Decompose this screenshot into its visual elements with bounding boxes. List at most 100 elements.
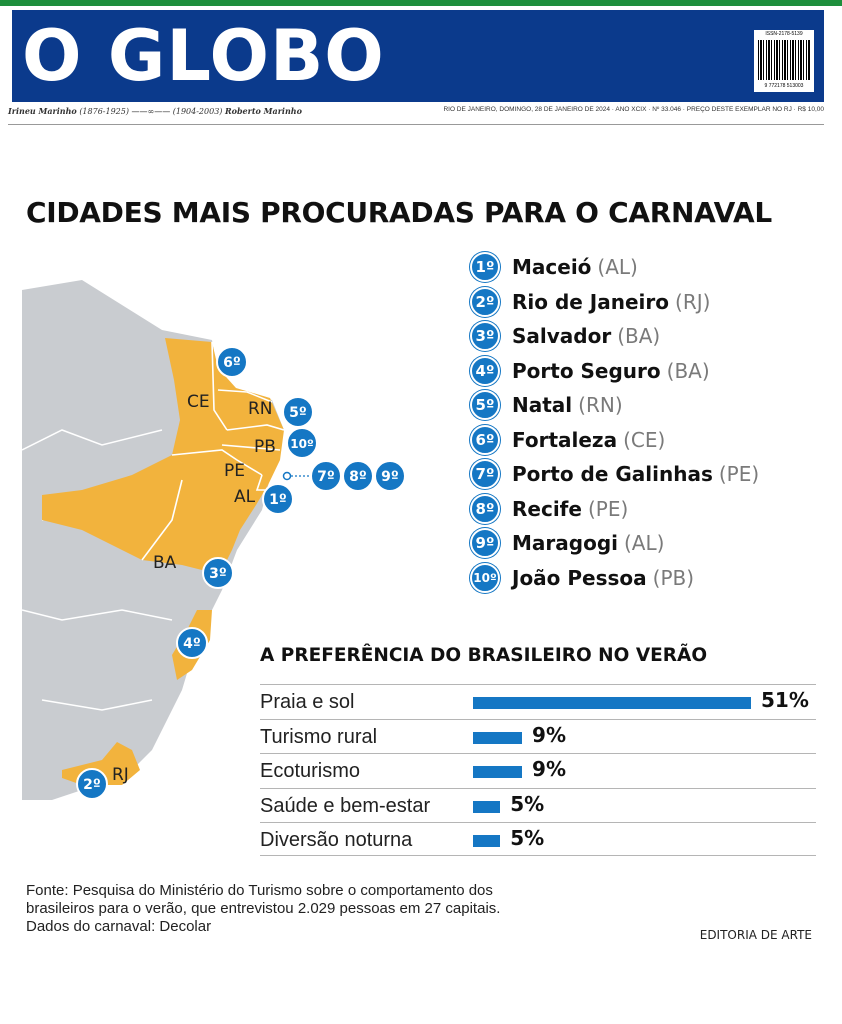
rank-state: (AL): [624, 531, 665, 555]
list-item: 4º Porto Seguro (BA): [470, 355, 710, 386]
source-line: brasileiros para o verão, que entrevisto…: [26, 900, 501, 917]
bar: [473, 835, 501, 847]
rank-state: (PE): [718, 462, 760, 486]
map-badge-3: 3º: [202, 557, 234, 589]
rank-badge: 4º: [470, 355, 500, 386]
map-badge-8: 8º: [342, 460, 374, 492]
bar-category-label: Praia e sol: [260, 691, 355, 713]
list-item: 7º Porto de Galinhas (PE): [470, 459, 759, 489]
map-badge-6: 6º: [216, 346, 248, 378]
map-badge-5: 5º: [282, 396, 314, 428]
svg-text:4º: 4º: [183, 636, 201, 652]
state-label-ba: BA: [153, 553, 177, 573]
northeast-brazil-map: CE RN PB PE AL BA RJ 6º 5º 10º 7º 8º 9º …: [22, 280, 406, 800]
bar: [473, 731, 523, 744]
rank-city: Recife: [512, 496, 582, 521]
divider: [8, 124, 824, 125]
rank-badge: 3º: [470, 321, 500, 351]
edition-info: RIO DE JANEIRO, DOMINGO, 28 DE JANEIRO D…: [443, 106, 824, 113]
list-item: 8º Recife (PE): [470, 493, 628, 524]
source-note: Fonte: Pesquisa do Ministério do Turismo…: [26, 882, 626, 936]
svg-text:2º: 2º: [83, 777, 101, 793]
rank-badge: 8º: [470, 493, 500, 524]
rank-city: Porto Seguro: [512, 358, 661, 383]
list-item: 10º João Pessoa (PB): [470, 562, 695, 593]
rank-state: (CE): [623, 427, 666, 452]
rank-state: (AL): [597, 255, 638, 279]
founder-left: Irineu Marinho: [8, 106, 77, 116]
svg-text:9º: 9º: [381, 469, 399, 485]
barcode-number: 9 772178 513003: [764, 83, 804, 89]
rank-badge: 10º: [470, 562, 500, 593]
rank-badge: 5º: [470, 390, 500, 420]
bar-value-label: 5%: [510, 791, 545, 816]
bar-value-label: 9%: [532, 722, 567, 747]
list-item: 6º Fortaleza (CE): [470, 424, 666, 455]
rank-city: Porto de Galinhas: [512, 462, 713, 486]
rank-city: Salvador: [512, 324, 612, 348]
state-label-pb: PB: [254, 437, 276, 457]
top-stripe: [0, 0, 842, 6]
bar-category-label: Saúde e bem-estar: [260, 794, 431, 817]
rank-badge: 7º: [470, 459, 500, 489]
founder-right-years: (1904-2003): [172, 107, 223, 116]
rank-state: (BA): [617, 324, 661, 348]
map-badge-10: 10º: [286, 427, 318, 459]
bar: [473, 697, 751, 709]
newspaper-logo: O GLOBO: [22, 15, 385, 97]
map-badge-7: 7º: [310, 460, 342, 492]
bar-row: Praia e sol 51%: [260, 684, 816, 718]
bar-row: Turismo rural 9%: [260, 718, 816, 753]
barcode-bars-icon: [758, 40, 810, 80]
source-line: Dados do carnaval: Decolar: [26, 918, 212, 935]
bar-category-label: Diversão noturna: [260, 829, 413, 851]
bar-value-label: 9%: [532, 757, 567, 781]
source-line: Fonte: Pesquisa do Ministério do Turismo…: [26, 882, 493, 899]
rank-state: (BA): [666, 358, 710, 383]
bar-value-label: 5%: [510, 826, 545, 850]
issn-number: ISSN-2178-5139: [765, 31, 803, 37]
state-label-al: AL: [234, 487, 256, 507]
founder-right: Roberto Marinho: [224, 106, 302, 116]
rank-city: Maragogi: [512, 531, 618, 555]
founders-line: Irineu Marinho (1876-1925) ——∞—— (1904-2…: [8, 106, 302, 116]
bar-row: Diversão noturna 5%: [260, 822, 816, 856]
rank-city: João Pessoa: [512, 565, 647, 590]
list-item: 1º Maceió (AL): [470, 252, 638, 282]
rank-city: Rio de Janeiro: [512, 289, 670, 314]
svg-text:6º: 6º: [223, 355, 241, 371]
rank-state: (RN): [578, 393, 623, 417]
rank-badge: 9º: [470, 528, 500, 558]
rank-badge: 6º: [470, 424, 500, 455]
map-badge-2: 2º: [76, 768, 108, 800]
rank-state: (PB): [652, 565, 695, 590]
state-label-rj: RJ: [112, 765, 129, 785]
map-badges: 6º 5º 10º 7º 8º 9º 1º 3º 4º 2º: [76, 346, 406, 800]
map-badge-9: 9º: [374, 460, 406, 492]
state-label-ce: CE: [187, 392, 210, 412]
rank-badge: 1º: [470, 252, 500, 282]
bar-row: Ecoturismo 9%: [260, 753, 816, 787]
map-badge-1: 1º: [262, 483, 294, 515]
svg-text:3º: 3º: [209, 566, 227, 582]
svg-text:5º: 5º: [289, 405, 307, 421]
chart-title: A PREFERÊNCIA DO BRASILEIRO NO VERÃO: [260, 645, 708, 666]
state-label-pe: PE: [224, 461, 245, 481]
bar: [473, 800, 501, 813]
rank-badge: 2º: [470, 286, 500, 317]
masthead: O GLOBO ISSN-2178-5139 9 772178 513003: [12, 10, 824, 102]
rank-state: (RJ): [675, 289, 711, 314]
rank-city: Maceió: [512, 255, 592, 279]
masthead-meta: Irineu Marinho (1876-1925) ——∞—— (1904-2…: [8, 106, 824, 120]
rank-city: Natal: [512, 393, 573, 417]
svg-text:1º: 1º: [269, 492, 287, 508]
art-credit: EDITORIA DE ARTE: [699, 928, 812, 942]
bar-row: Saúde e bem-estar 5%: [260, 787, 816, 822]
bar-value-label: 51%: [761, 688, 809, 712]
barcode: ISSN-2178-5139 9 772178 513003: [754, 30, 814, 92]
list-item: 9º Maragogi (AL): [470, 528, 664, 558]
ornament-icon: ——∞——: [131, 107, 173, 116]
state-label-rn: RN: [248, 399, 273, 419]
rank-city: Fortaleza: [512, 427, 618, 452]
northeast-region: [42, 338, 284, 570]
